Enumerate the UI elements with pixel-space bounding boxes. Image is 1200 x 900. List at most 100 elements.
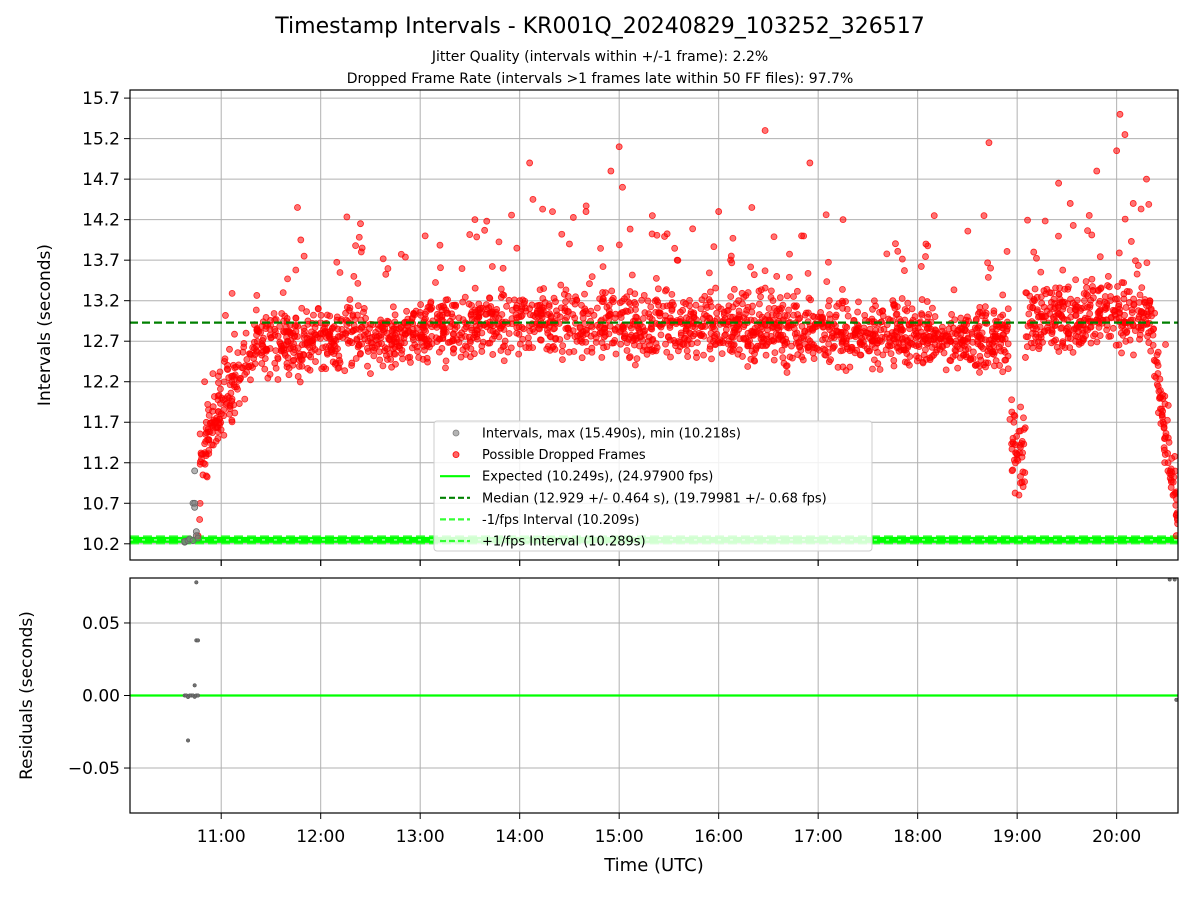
dropped-frame-point — [352, 242, 359, 250]
dropped-frame-point — [763, 341, 771, 348]
dropped-frame-point — [449, 345, 457, 353]
dropped-frames-cloud — [196, 200, 1178, 528]
dropped-frame-point — [632, 306, 639, 313]
dropped-frame-point — [1055, 310, 1063, 318]
dropped-frame-point — [713, 315, 721, 323]
dropped-frame-point — [437, 302, 445, 310]
dropped-frame-point — [710, 243, 718, 251]
legend-marker — [452, 451, 460, 459]
dropped-frame-point — [1113, 147, 1121, 155]
dropped-frame-point — [727, 293, 735, 301]
dropped-frame-point — [226, 345, 233, 353]
dropped-frame-point — [500, 291, 508, 299]
dropped-frame-point — [211, 393, 218, 400]
dropped-frame-point — [243, 368, 251, 376]
dropped-frame-point — [805, 294, 813, 302]
dropped-frame-point — [677, 329, 685, 337]
dropped-frame-point — [272, 364, 280, 372]
dropped-frame-point — [375, 348, 383, 356]
dropped-frame-point — [626, 288, 634, 295]
dropped-frame-point — [476, 309, 484, 317]
dropped-frame-point — [857, 338, 864, 346]
dropped-frame-point — [735, 346, 743, 354]
chart-subtitle-dropped: Dropped Frame Rate (intervals >1 frames … — [346, 71, 854, 87]
dropped-frame-point — [202, 430, 210, 438]
plot-frame — [129, 577, 1179, 814]
dropped-frame-point — [876, 366, 884, 373]
dropped-frame-point — [292, 314, 300, 322]
dropped-frame-point — [498, 311, 506, 318]
dropped-frame-point — [698, 330, 706, 338]
dropped-frame-point — [744, 340, 752, 348]
dropped-frame-point — [325, 342, 333, 350]
dropped-frame-point — [756, 300, 763, 308]
dropped-frame-point — [516, 297, 524, 305]
dropped-frame-point — [952, 330, 959, 337]
dropped-frame-point — [503, 302, 510, 310]
dropped-frame-point — [1066, 200, 1074, 207]
dropped-frame-point — [384, 265, 392, 272]
dropped-frame-point — [804, 346, 812, 354]
dropped-frame-point — [1156, 375, 1164, 383]
dropped-frame-point — [964, 227, 972, 235]
dropped-frame-point — [1032, 330, 1040, 338]
dropped-frame-point — [236, 375, 244, 383]
dropped-frame-point — [631, 298, 638, 306]
dropped-frame-point — [711, 332, 719, 339]
dropped-frame-point — [890, 362, 898, 370]
dropped-frame-point — [964, 345, 972, 353]
dropped-frame-point — [874, 360, 882, 367]
dropped-frame-point — [1135, 298, 1143, 306]
dropped-frame-point — [297, 236, 305, 244]
dropped-frame-point — [209, 370, 217, 378]
dropped-frame-point — [492, 308, 500, 316]
dropped-frame-point — [389, 325, 397, 333]
dropped-frame-point — [1089, 283, 1096, 290]
dropped-frame-point — [272, 347, 280, 355]
dropped-frame-point — [208, 441, 216, 449]
y-tick-label: 10.7 — [82, 494, 120, 514]
dropped-frame-point — [806, 159, 814, 167]
dropped-frame-point — [999, 368, 1007, 376]
dropped-frame-point — [951, 316, 959, 324]
dropped-frame-point — [636, 342, 643, 350]
dropped-frame-point — [326, 312, 334, 320]
dropped-frame-point — [657, 323, 665, 331]
dropped-frame-point — [495, 238, 503, 246]
dropped-frame-point — [980, 361, 988, 369]
dropped-frame-point — [1055, 348, 1063, 355]
dropped-frame-point — [458, 265, 466, 272]
dropped-frame-point — [562, 286, 570, 294]
dropped-frame-point — [886, 338, 894, 346]
dropped-frame-point — [226, 410, 233, 418]
residual-point — [194, 580, 199, 585]
chart-title: Timestamp Intervals - KR001Q_20240829_10… — [275, 14, 925, 39]
dropped-frame-point — [199, 471, 207, 479]
dropped-frame-point — [690, 309, 698, 317]
dropped-frame-point — [936, 335, 944, 343]
dropped-frame-point — [474, 326, 481, 334]
dropped-frame-point — [839, 328, 847, 336]
dropped-frame-point — [1073, 296, 1081, 304]
dropped-frame-point — [825, 340, 833, 348]
dropped-frame-point — [437, 264, 444, 272]
dropped-frame-point — [495, 333, 503, 341]
dropped-frame-point — [310, 311, 317, 319]
dropped-frame-point — [526, 305, 534, 312]
dropped-frame-point — [543, 345, 551, 353]
dropped-frame-point — [379, 362, 387, 370]
dropped-frame-point — [500, 357, 508, 365]
dropped-frame-point — [428, 304, 436, 312]
dropped-frame-point — [377, 316, 385, 324]
dropped-frame-point — [869, 305, 876, 313]
dropped-frame-point — [355, 233, 363, 241]
dropped-frame-point — [597, 244, 604, 252]
dropped-frame-point — [1021, 424, 1029, 432]
dropped-frame-point — [1137, 324, 1145, 332]
dropped-frame-point — [853, 346, 861, 354]
dropped-frame-point — [556, 313, 564, 321]
dropped-frame-point — [654, 298, 661, 306]
dropped-frame-point — [788, 342, 795, 350]
dropped-frame-point — [997, 313, 1004, 321]
dropped-frame-point — [489, 351, 497, 358]
